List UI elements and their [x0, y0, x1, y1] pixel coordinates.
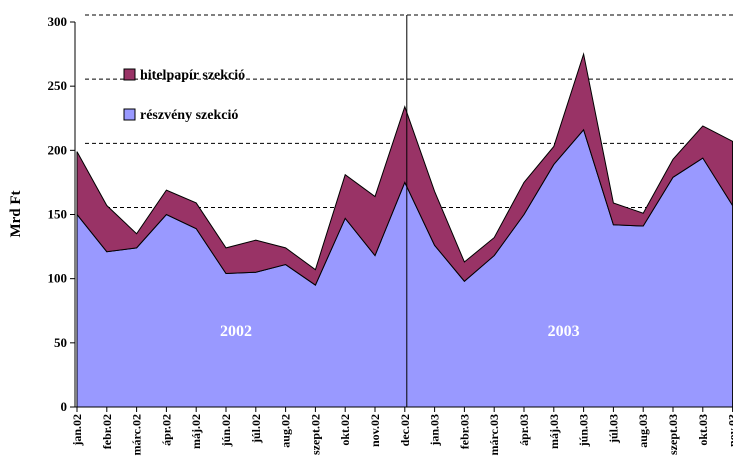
- x-tick-label: febr.03: [457, 414, 471, 449]
- x-tick-label: nov.03: [726, 414, 733, 447]
- x-tick-label: okt.03: [696, 414, 710, 446]
- x-tick-label: szept.03: [666, 414, 680, 455]
- x-tick-label: dec.02: [398, 414, 412, 446]
- x-tick-label: febr.02: [100, 414, 114, 449]
- x-tick-label: szept.02: [308, 414, 322, 455]
- x-tick-label: máj.03: [547, 414, 561, 449]
- x-tick-label: aug.03: [636, 414, 650, 448]
- y-tick-label: 50: [54, 335, 67, 350]
- legend-swatch: [123, 108, 136, 121]
- y-tick-label: 300: [48, 14, 68, 29]
- y-axis-label: Mrd Ft: [8, 190, 24, 237]
- x-tick-label: ápr.03: [517, 414, 531, 446]
- x-tick-label: máj.02: [189, 414, 203, 449]
- x-tick-label: nov.02: [368, 414, 382, 447]
- x-tick-label: jún.02: [219, 414, 233, 447]
- x-tick-label: jún.03: [577, 414, 591, 447]
- y-tick-label: 0: [61, 399, 68, 414]
- y-tick-label: 100: [48, 271, 68, 286]
- x-tick-label: márc.03: [487, 414, 501, 455]
- y-tick-label: 250: [48, 78, 68, 93]
- annotation: 2002: [220, 323, 252, 340]
- x-tick-label: okt.02: [338, 414, 352, 446]
- x-tick-label: júl.03: [606, 414, 620, 444]
- legend-label: hitelpapír szekció: [140, 68, 245, 83]
- x-tick-label: júl.02: [249, 414, 263, 444]
- x-tick-label: aug.02: [279, 414, 293, 448]
- y-tick-label: 200: [48, 142, 68, 157]
- x-tick-label: márc.02: [130, 414, 144, 455]
- x-tick-label: jan.03: [428, 414, 442, 447]
- annotation: 2003: [548, 323, 580, 340]
- x-tick-label: ápr.02: [159, 414, 173, 446]
- legend-swatch: [123, 68, 136, 81]
- legend-label: részvény szekció: [140, 108, 238, 123]
- x-tick-label: jan.02: [70, 414, 84, 447]
- y-tick-label: 150: [48, 207, 68, 222]
